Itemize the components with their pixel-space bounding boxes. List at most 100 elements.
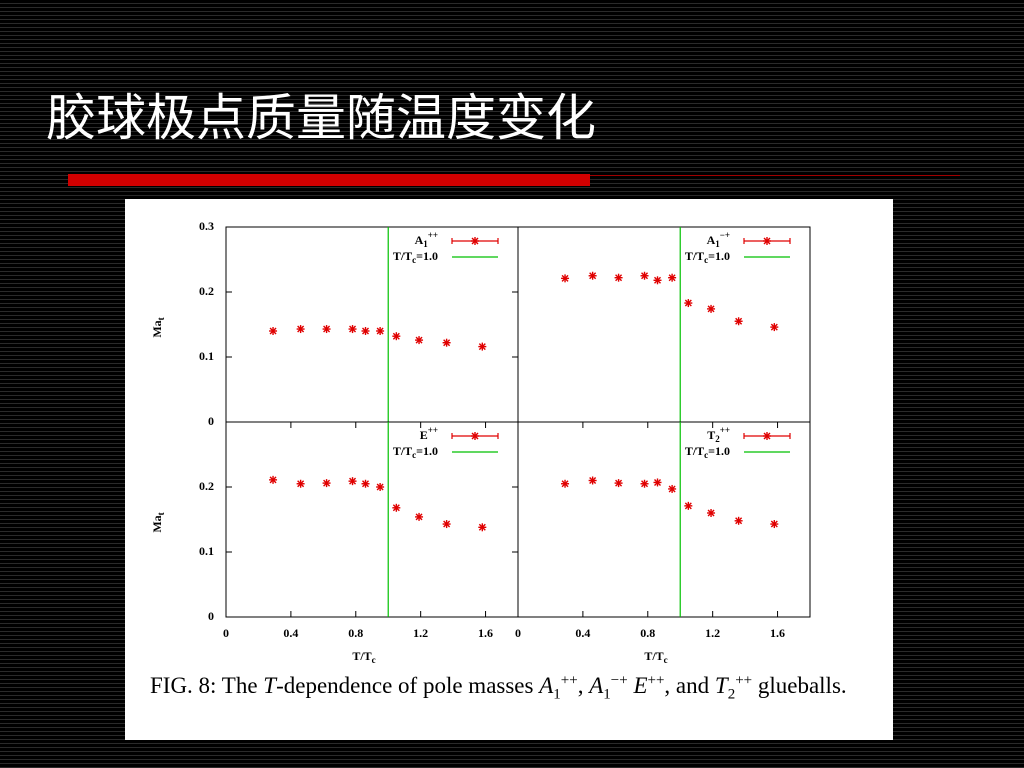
legend-symbol: [471, 432, 479, 440]
legend-label-sup: ++: [428, 230, 438, 240]
marker-stroke: [323, 325, 331, 333]
caption-part: −+: [610, 672, 628, 689]
x-axis-label-base: T/T: [644, 649, 663, 663]
legend-label-rest: =1.0: [416, 444, 438, 458]
data-point: [614, 479, 623, 488]
caption-part: 1: [603, 686, 611, 703]
marker-stroke: [323, 479, 331, 487]
y-tick-label: 0.1: [199, 349, 214, 363]
marker-stroke: [707, 305, 715, 313]
marker-stroke: [684, 502, 692, 510]
marker-stroke: [478, 343, 486, 351]
marker-stroke: [763, 237, 771, 245]
data-point: [415, 512, 424, 521]
legend-label-base: A: [707, 233, 716, 247]
y-tick-label: 0.2: [199, 284, 214, 298]
caption-part: 2: [727, 686, 736, 703]
legend-label-base: A: [415, 233, 424, 247]
data-point: [614, 273, 623, 282]
marker-stroke: [443, 520, 451, 528]
legend-label-sup: ++: [720, 425, 730, 435]
data-point: [770, 323, 779, 332]
marker-stroke: [392, 332, 400, 340]
legend-label-sup: −+: [720, 230, 730, 240]
data-point: [269, 327, 278, 335]
data-point: [478, 523, 487, 532]
data-point: [561, 479, 570, 488]
y-tick-label: 0: [208, 414, 214, 428]
marker-stroke: [641, 272, 649, 280]
legend-label-base: T: [707, 428, 715, 442]
x-tick-label: 0.4: [283, 626, 298, 640]
legend-label-sub: 1: [423, 239, 428, 249]
x-tick-label: 1.6: [770, 626, 785, 640]
legend-label-sub: 2: [715, 434, 720, 444]
legend-label-base: T/T: [685, 249, 704, 263]
data-point: [684, 501, 693, 510]
marker-stroke: [770, 520, 778, 528]
caption-part: ++: [560, 672, 578, 689]
x-tick-label: 1.2: [413, 626, 428, 640]
y-tick-label: 0.3: [199, 219, 214, 233]
legend-label-rest: =1.0: [708, 444, 730, 458]
data-point: [392, 503, 401, 512]
caption-part: A: [589, 673, 604, 698]
marker-stroke: [615, 274, 623, 282]
data-point: [668, 484, 677, 493]
data-point: [653, 276, 662, 285]
accent-bar: [68, 174, 590, 186]
data-point: [478, 342, 487, 351]
marker-stroke: [735, 317, 743, 325]
marker-stroke: [297, 480, 305, 488]
data-point: [588, 476, 597, 485]
plot-frame: [517, 421, 811, 618]
legend-label-sub: c: [412, 450, 416, 460]
y-tick-label: 0.2: [199, 479, 214, 493]
data-point: [684, 299, 693, 308]
data-point: [561, 274, 570, 283]
marker-stroke: [561, 480, 569, 488]
marker-stroke: [735, 517, 743, 525]
marker-stroke: [668, 485, 676, 493]
legend-label: T2++: [707, 425, 730, 444]
data-point: [653, 478, 662, 487]
legend-label-base: E: [420, 428, 428, 442]
legend-label-sub: c: [704, 450, 708, 460]
slide-title: 胶球极点质量随温度变化: [46, 89, 596, 147]
data-point: [376, 327, 385, 335]
legend-label: T/Tc=1.0: [685, 444, 730, 460]
caption-part: T: [263, 673, 277, 698]
caption-part: -dependence of pole masses: [276, 673, 540, 698]
y-tick-label: 0: [208, 609, 214, 623]
data-point: [348, 325, 357, 334]
y-tick-label: 0.1: [199, 544, 214, 558]
caption-part: T: [714, 673, 728, 698]
data-point: [322, 325, 331, 334]
x-axis-label-sub: c: [664, 655, 668, 665]
marker-stroke: [707, 509, 715, 517]
x-tick-label: 0.4: [575, 626, 590, 640]
marker-stroke: [443, 339, 451, 347]
x-axis-label: T/Tc: [352, 649, 375, 665]
caption-part: E: [633, 673, 648, 698]
data-point: [296, 479, 305, 488]
x-tick-label: 0: [223, 626, 229, 640]
caption-part: A: [539, 673, 554, 698]
marker-stroke: [362, 327, 370, 335]
marker-stroke: [269, 476, 277, 484]
y-axis-label-sub: t: [156, 317, 166, 320]
data-point: [734, 317, 743, 326]
data-point: [588, 271, 597, 280]
marker-stroke: [654, 478, 662, 486]
marker-stroke: [392, 504, 400, 512]
x-tick-label: 1.6: [478, 626, 493, 640]
data-point: [770, 520, 779, 529]
marker-stroke: [763, 432, 771, 440]
plot-frame: [517, 226, 811, 423]
legend-label: A1−+: [707, 230, 730, 249]
x-axis-label-sub: c: [372, 655, 376, 665]
data-point: [348, 477, 357, 486]
y-axis-label: Mat: [150, 512, 166, 532]
legend-symbol: [471, 237, 479, 245]
